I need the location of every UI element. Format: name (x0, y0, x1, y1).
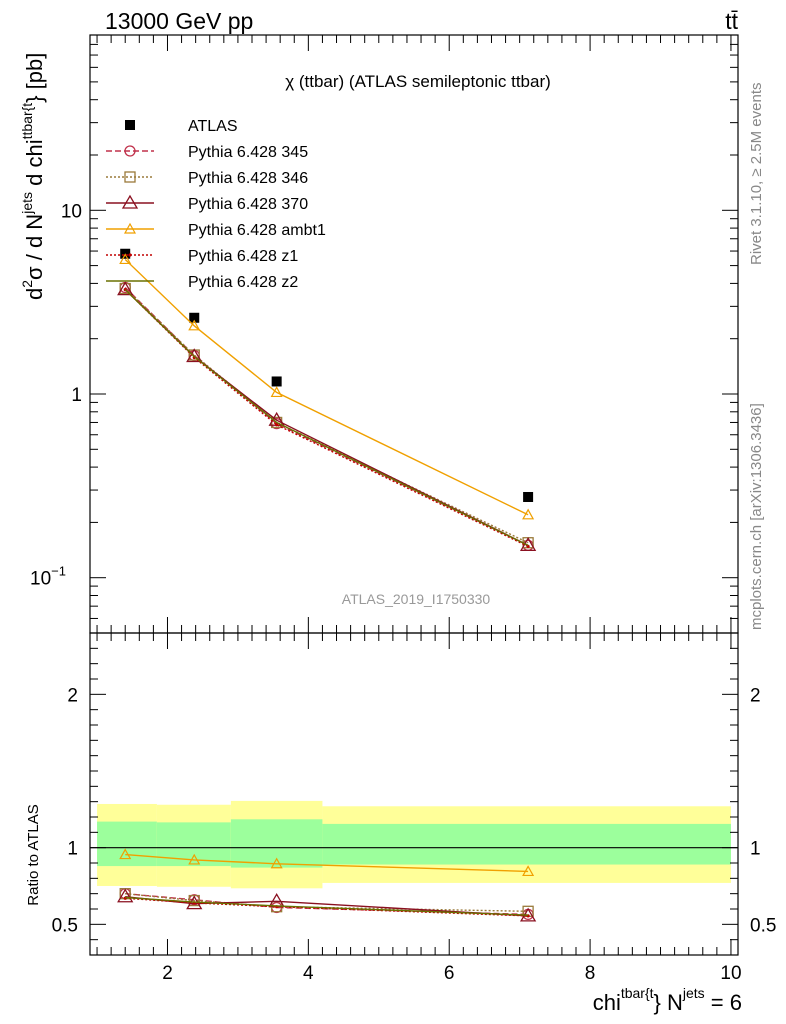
y-tick-label-exponent: −1 (51, 564, 66, 579)
legend-marker (128, 253, 132, 257)
chart-title: χ (ttbar) (ATLAS semileptonic ttbar) (285, 72, 551, 91)
series-line (124, 258, 529, 516)
data-point (522, 508, 535, 520)
ratio-y-tick-label-right: 0.5 (750, 915, 776, 936)
ratio-data-point (522, 865, 535, 877)
ylabel-sup2: jets (19, 192, 35, 215)
y-tick-label-base: 10 (30, 569, 51, 590)
data-point (275, 423, 279, 427)
uncertainty-band-inner (322, 823, 731, 865)
data-point (270, 386, 283, 398)
ratio-data-point (188, 853, 201, 865)
series-line (124, 289, 529, 546)
ratio-frame (89, 632, 739, 956)
ylabel-d: d (22, 288, 47, 300)
x-tick-label: 4 (303, 963, 314, 984)
mcplots-watermark: mcplots.cern.ch [arXiv:1306.3436] (748, 403, 765, 630)
ratio-series-line (125, 897, 529, 917)
data-point (119, 253, 132, 265)
data-point (117, 281, 134, 296)
ratio-data-point (117, 888, 134, 903)
ratio-y-tick-label-right: 1 (750, 839, 761, 860)
legend: ATLAS Pythia 6.428 345 Pythia 6.428 346 Pyt… (106, 118, 326, 291)
xlabel-end: = 6 (705, 990, 742, 1015)
main-y-axis-label: d2σ / d Njets d chittbar{t} [pb] (19, 53, 47, 300)
y-tick-label: 1 (71, 385, 82, 406)
ratio-series-line (125, 853, 529, 873)
xlabel-sup2: jets (682, 985, 705, 1001)
uncertainty-band-inner (230, 819, 323, 868)
ratio-data-point (119, 848, 132, 860)
legend-marker (125, 120, 135, 130)
legend-label: Pythia 6.428 346 (188, 170, 308, 187)
legend-label: Pythia 6.428 ambt1 (188, 222, 326, 239)
ylabel-sup1: 2 (19, 280, 35, 288)
legend-marker (121, 194, 139, 209)
uncertainty-band-inner (97, 821, 157, 867)
xlabel-mid: } N (654, 990, 683, 1015)
legend-marker (123, 222, 137, 234)
ylabel-mid: d chi (22, 139, 47, 192)
xlabel-chi: chi (593, 990, 621, 1015)
legend-label: Pythia 6.428 345 (188, 144, 308, 161)
data-point (186, 348, 203, 363)
legend-label: Pythia 6.428 z1 (188, 248, 298, 265)
data-point (189, 312, 200, 323)
series-line (124, 288, 529, 544)
uncertainty-band-inner (156, 822, 231, 867)
header-right-title: tt̄ (725, 8, 738, 34)
ratio-y-tick-label: 1 (67, 839, 78, 860)
y-tick-label: 10 (61, 201, 82, 222)
ylabel-sigma: σ / d N (22, 214, 47, 280)
ratio-data-point (270, 857, 283, 869)
series-line (124, 289, 529, 548)
xlabel-sup1: tbar{t (621, 985, 654, 1001)
analysis-id: ATLAS_2019_I1750330 (342, 591, 491, 607)
rivet-watermark: Rivet 3.1.10, ≥ 2.5M events (748, 83, 765, 266)
x-tick-label: 8 (585, 963, 596, 984)
ratio-y-tick-label-right: 2 (750, 685, 761, 706)
ratio-y-axis-label: Ratio to ATLAS (25, 804, 42, 905)
legend-label: Pythia 6.428 z2 (188, 274, 298, 291)
ylabel-sup3: ttbar{t (19, 103, 35, 140)
ylabel-end: } [pb] (22, 53, 47, 103)
x-tick-label: 2 (162, 963, 173, 984)
ratio-y-tick-label: 2 (67, 685, 78, 706)
x-axis-label: chitbar{t} Njets = 6 (593, 985, 742, 1015)
ratio-plot: 2 4 6 8 10 0.5 0.5 1 1 2 2 (52, 632, 776, 984)
x-tick-label: 6 (444, 963, 455, 984)
ratio-y-tick-label: 0.5 (52, 915, 78, 936)
legend-label: Pythia 6.428 370 (188, 196, 308, 213)
ratio-series-line (125, 896, 529, 916)
data-point (271, 376, 282, 387)
header-left-title: 13000 GeV pp (105, 8, 253, 34)
legend-marker (124, 171, 136, 183)
y-tick-label: 10−1 (30, 564, 66, 590)
x-tick-label: 10 (720, 963, 741, 984)
legend-marker (124, 145, 136, 157)
data-point (188, 319, 201, 331)
data-point (523, 491, 534, 502)
legend-label: ATLAS (188, 118, 238, 135)
